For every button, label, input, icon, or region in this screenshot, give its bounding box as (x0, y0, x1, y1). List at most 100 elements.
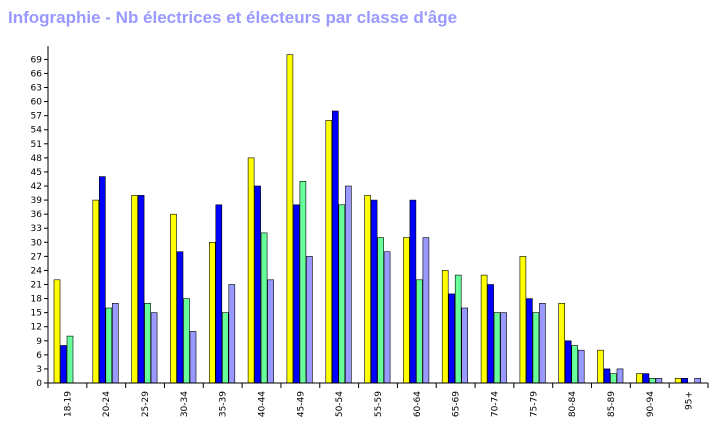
bar-40-44-series-1 (247, 157, 255, 384)
bar-65-69-series-1 (441, 270, 449, 384)
chart-title: Infographie - Nb électrices et électeurs… (8, 8, 458, 27)
bar-20-24-series-4 (112, 302, 119, 384)
bar-90-94-series-4 (655, 377, 663, 384)
y-tick-label: 0 (36, 379, 42, 389)
bar-85-89-series-1 (597, 349, 604, 384)
bar-18-19-series-3 (66, 335, 74, 384)
bar-20-24-series-3 (105, 307, 113, 384)
bar-45-49-series-1 (286, 54, 294, 384)
bar-30-34-series-2 (176, 251, 184, 384)
bar-50-54-series-1 (325, 120, 333, 384)
y-tick-label: 48 (31, 154, 43, 164)
x-tick-label: 30-34 (180, 391, 190, 417)
x-tick-label: 60-64 (413, 391, 423, 417)
bar-45-49-series-4 (306, 256, 313, 384)
bar-60-64-series-4 (422, 237, 430, 384)
y-tick-label: 60 (31, 98, 43, 108)
bar-75-79-series-2 (526, 298, 533, 384)
bar-60-64-series-3 (416, 279, 423, 384)
bar-20-24-series-2 (99, 176, 106, 384)
x-tick-label: 50-54 (335, 391, 345, 417)
bar-25-29-series-1 (131, 195, 138, 384)
x-tick-label: 40-44 (258, 391, 268, 417)
bar-50-54-series-4 (344, 185, 352, 384)
bar-50-54-series-3 (338, 204, 346, 384)
bar-35-39-series-1 (209, 242, 216, 384)
x-tick-label: 35-39 (219, 391, 229, 417)
bar-70-74-series-2 (487, 284, 494, 384)
bar-80-84-series-2 (564, 340, 572, 384)
bar-50-54-series-2 (331, 110, 339, 384)
x-tick-label: 55-59 (374, 391, 384, 417)
bar-18-19-series-1 (53, 279, 61, 384)
bar-45-49-series-3 (299, 181, 307, 384)
bar-45-49-series-2 (293, 204, 300, 384)
x-tick-label: 65-69 (452, 391, 462, 417)
bar-25-29-series-3 (144, 302, 151, 384)
x-tick-label: 90-94 (646, 391, 656, 417)
bar-55-59-series-3 (377, 237, 384, 384)
x-tick-label: 25-29 (141, 391, 151, 417)
y-tick-label: 51 (31, 140, 42, 150)
bar-55-59-series-2 (370, 199, 378, 384)
bar-30-34-series-4 (189, 331, 197, 384)
bar-40-44-series-2 (254, 185, 261, 384)
x-tick-label: 70-74 (490, 391, 500, 417)
bar-95+-series-2 (681, 377, 689, 384)
bar-85-89-series-4 (616, 368, 624, 384)
bar-30-34-series-3 (183, 298, 190, 384)
y-tick-label: 69 (31, 55, 43, 65)
bar-75-79-series-4 (539, 302, 546, 384)
bar-40-44-series-3 (260, 232, 268, 384)
bar-60-64-series-2 (409, 199, 417, 384)
x-tick-label: 20-24 (102, 391, 112, 417)
bar-70-74-series-3 (493, 312, 501, 384)
bar-60-64-series-1 (403, 237, 410, 384)
axes-layer: 0369121518212427303336394245485154576063… (31, 46, 709, 417)
y-tick-label: 36 (31, 210, 43, 220)
bar-80-84-series-3 (571, 345, 579, 384)
bar-35-39-series-3 (222, 312, 229, 384)
bar-55-59-series-1 (364, 195, 371, 384)
y-tick-label: 66 (31, 69, 43, 79)
bar-35-39-series-4 (228, 284, 236, 384)
y-tick-label: 63 (31, 84, 42, 94)
x-tick-label: 18-19 (63, 391, 73, 417)
bar-65-69-series-3 (454, 274, 462, 384)
y-tick-label: 33 (31, 224, 42, 234)
bar-95+-series-4 (694, 377, 702, 384)
bar-85-89-series-3 (610, 373, 617, 384)
y-tick-label: 27 (31, 252, 42, 262)
y-tick-label: 6 (36, 351, 42, 361)
y-tick-label: 57 (31, 112, 42, 122)
bar-65-69-series-2 (448, 293, 456, 384)
y-tick-label: 45 (31, 168, 42, 178)
bar-70-74-series-1 (480, 274, 488, 384)
bar-55-59-series-4 (383, 251, 391, 384)
bar-25-29-series-2 (137, 195, 145, 384)
bar-18-19-series-2 (60, 345, 67, 384)
bar-90-94-series-3 (649, 377, 656, 384)
bar-80-84-series-1 (558, 302, 566, 384)
y-tick-label: 18 (31, 295, 43, 305)
x-tick-label: 85-89 (607, 391, 617, 417)
bar-90-94-series-2 (642, 373, 650, 384)
x-tick-label: 75-79 (529, 391, 539, 417)
y-tick-label: 12 (31, 323, 42, 333)
y-tick-label: 54 (31, 126, 43, 136)
bar-65-69-series-4 (461, 307, 469, 384)
bar-20-24-series-1 (92, 199, 100, 384)
bar-85-89-series-2 (603, 368, 611, 384)
bar-80-84-series-4 (577, 349, 585, 384)
bar-75-79-series-3 (532, 312, 540, 384)
bar-30-34-series-1 (170, 213, 177, 384)
x-tick-label: 95+ (685, 391, 695, 410)
bar-75-79-series-1 (519, 256, 527, 384)
y-tick-label: 9 (36, 337, 42, 347)
y-tick-label: 24 (31, 266, 43, 276)
bar-25-29-series-4 (150, 312, 158, 384)
x-tick-label: 45-49 (296, 391, 306, 417)
bar-35-39-series-2 (215, 204, 223, 384)
y-tick-label: 21 (31, 281, 42, 291)
